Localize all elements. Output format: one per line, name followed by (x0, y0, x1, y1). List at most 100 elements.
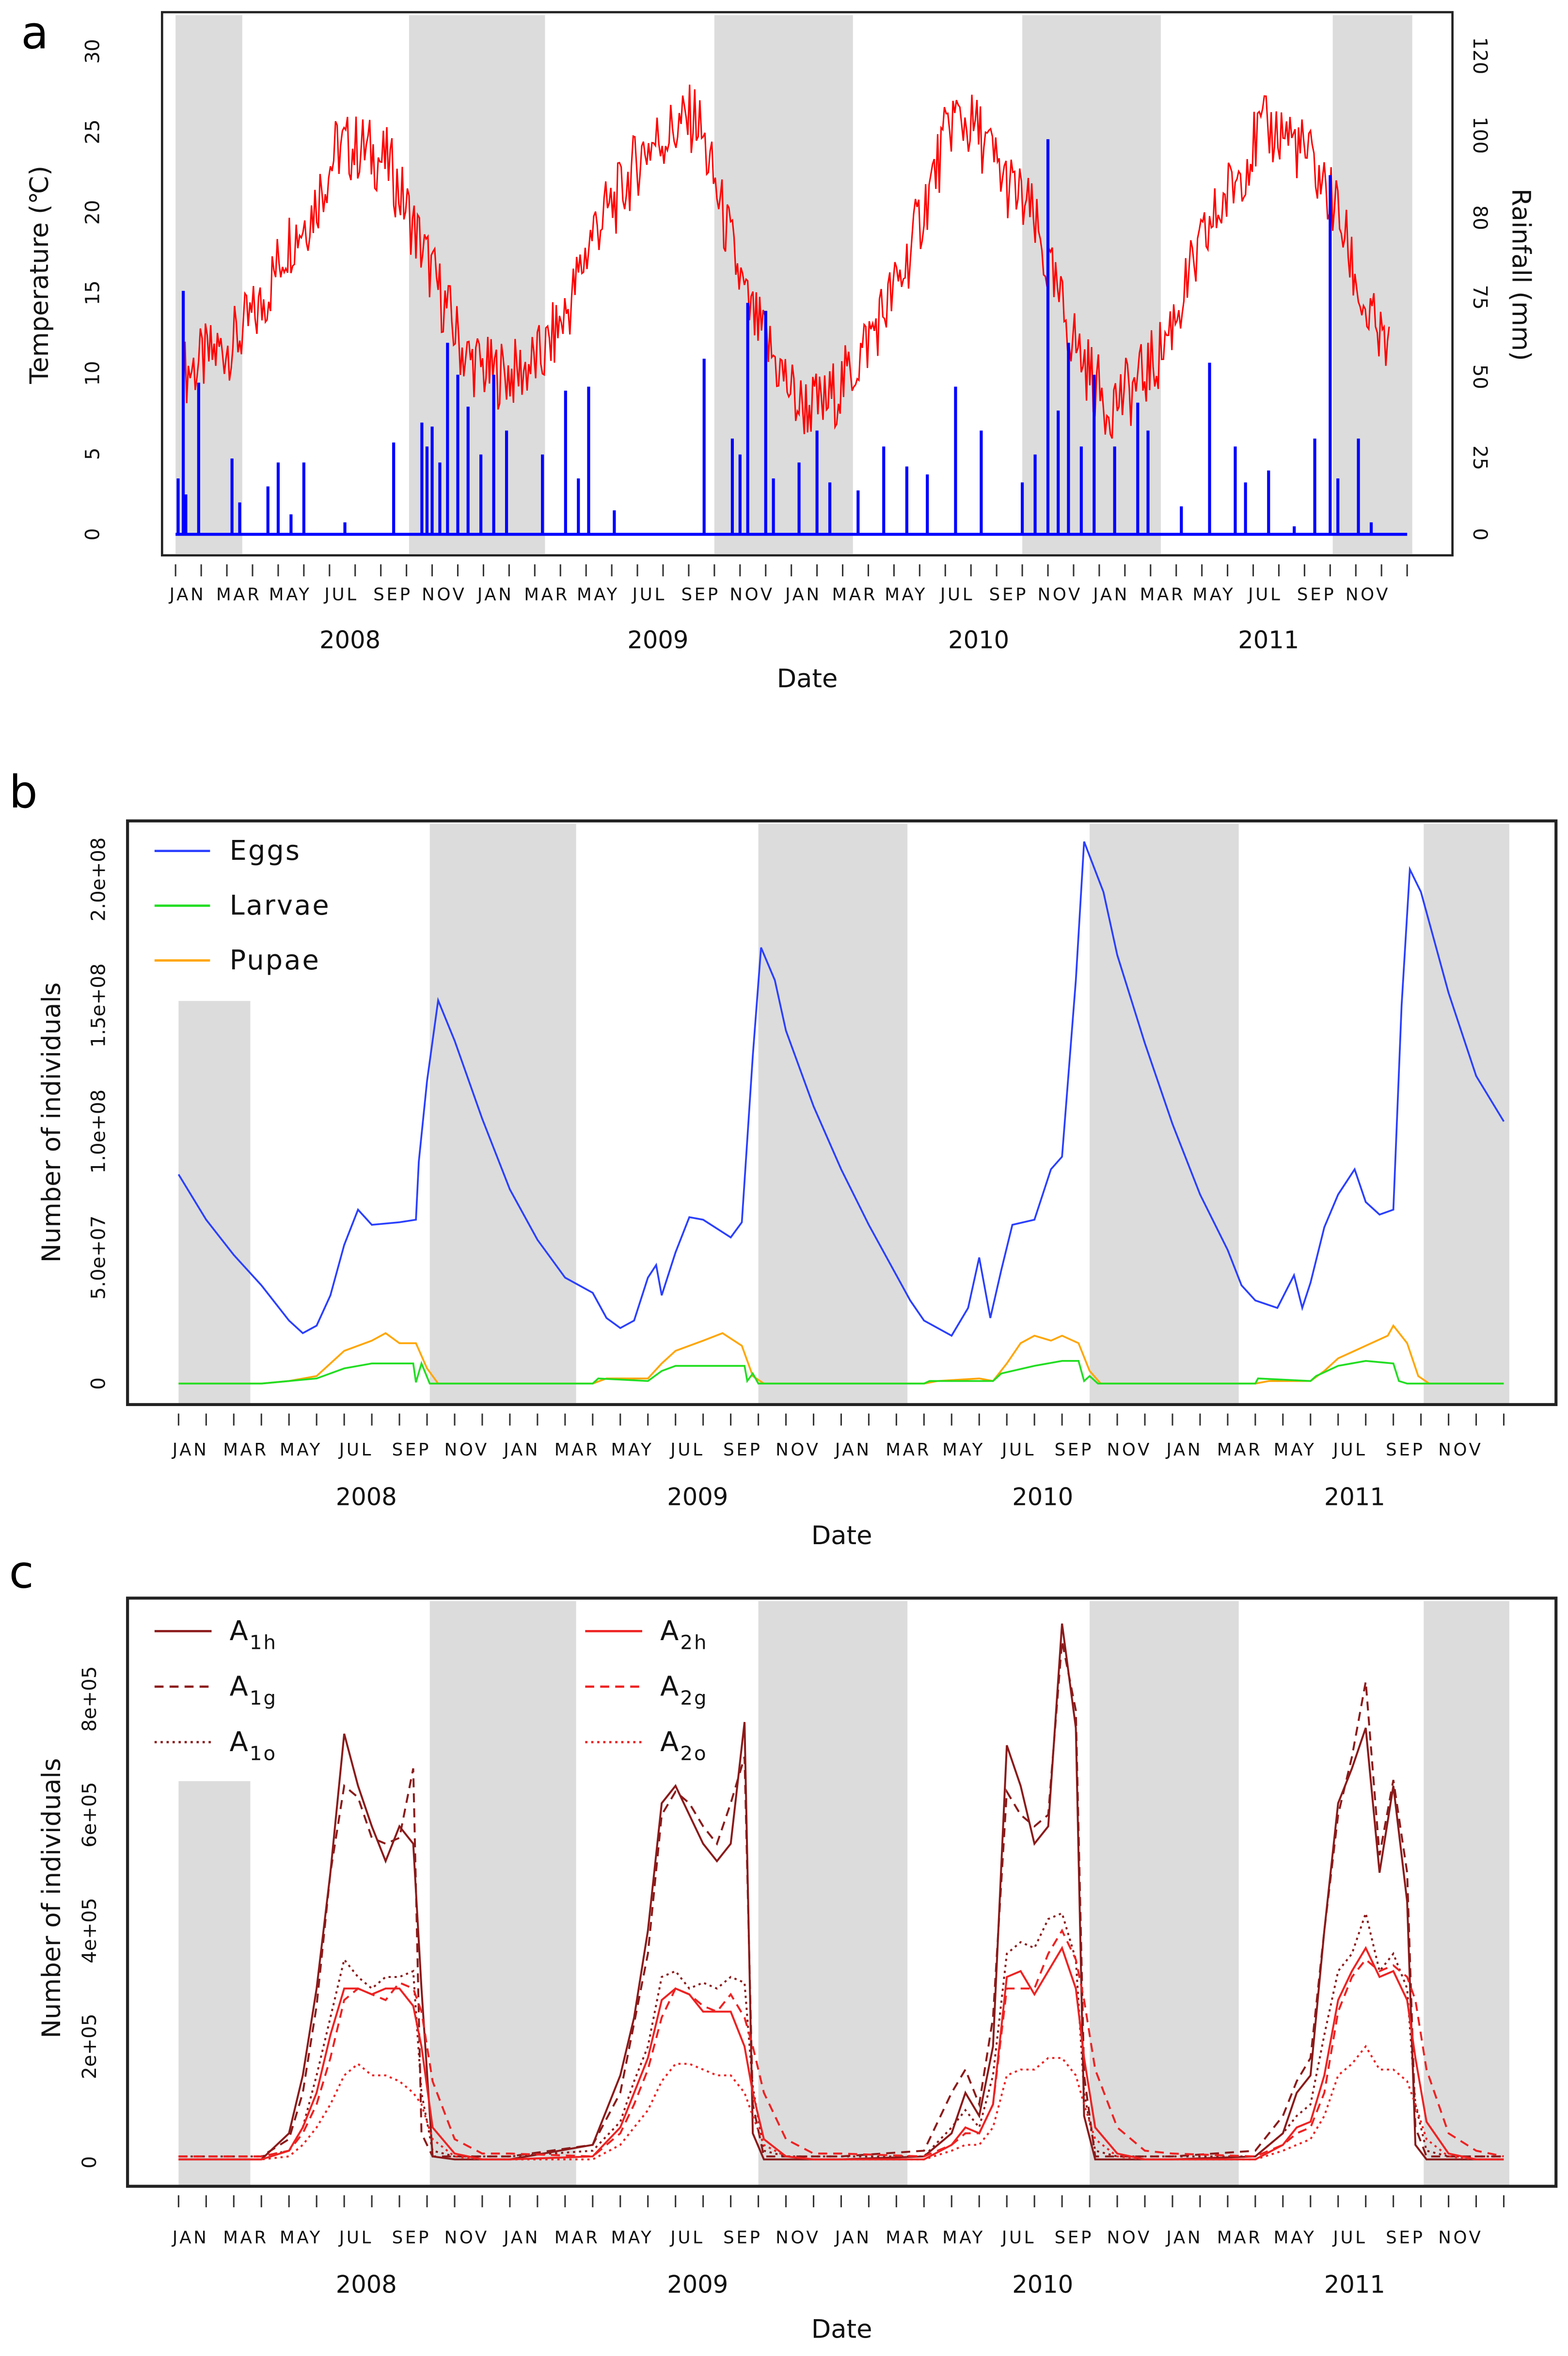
legend-label: A1o (230, 1726, 277, 1765)
series-a2h-line (178, 1945, 1504, 2161)
year-label: 2008 (319, 626, 380, 654)
winter-shade (1424, 823, 1509, 1403)
y-tick-label: 0 (79, 2156, 101, 2168)
panel-b-immature-stages: b JAN MAR MAY JUL SEP NOV JAN MAR MAY JUL SEP NOV JAN… (9, 766, 1558, 1550)
x-axis-title: Date (777, 664, 838, 694)
x-tick-label: NOV (1107, 2228, 1152, 2247)
legend-label: A2h (660, 1615, 708, 1654)
y2-axis-title: Rainfall (mm) (1506, 189, 1536, 361)
x-tick-label: NOV (729, 585, 774, 605)
x-axis-title: Date (811, 2314, 872, 2344)
x-tick-label: MAY (942, 1440, 985, 1460)
y-tick-label: 6e+05 (79, 1782, 101, 1848)
x-tick-label: JUL (338, 2228, 373, 2247)
legend-label-main: A (230, 1615, 250, 1647)
x-tick-label: JAN (1165, 1440, 1203, 1460)
x-tick-label: NOV (1038, 585, 1082, 605)
y-tick-label: 30 (81, 39, 104, 63)
y2-tick-label: 100 (1469, 117, 1491, 154)
x-tick-label: MAY (1274, 1440, 1316, 1460)
legend-label-subscript: 1h (250, 1632, 277, 1654)
legend-label: Pupae (230, 945, 320, 976)
x-tick-label: MAR (554, 1440, 600, 1460)
x-tick-label: JAN (503, 2228, 540, 2247)
panel-letter: b (9, 766, 38, 818)
x-tick-label: JUL (323, 585, 358, 605)
series-a1g-line (178, 1641, 1504, 2158)
y-tick-label: 10 (81, 361, 104, 386)
x-tick-label: NOV (1438, 1440, 1483, 1460)
y-tick-label: 20 (81, 200, 104, 225)
x-tick-label: MAR (886, 2228, 931, 2247)
x-tick-label: MAY (577, 585, 619, 605)
x-tick-label: JUL (669, 2228, 704, 2247)
x-tick-label: JUL (1001, 1440, 1036, 1460)
x-tick-label: MAR (1140, 585, 1186, 605)
x-tick-label: SEP (1055, 1440, 1093, 1460)
x-tick-label: NOV (1346, 585, 1390, 605)
x-tick-label: JAN (1165, 2228, 1203, 2247)
legend-label: Eggs (230, 835, 301, 867)
year-label: 2010 (1012, 1483, 1073, 1511)
panel-letter: c (9, 1546, 34, 1598)
legend-label-main: A (660, 1615, 680, 1647)
legend-label: A2g (660, 1671, 708, 1710)
y2-tick-label: 120 (1469, 37, 1491, 75)
x-tick-label: SEP (1055, 2228, 1093, 2247)
x-tick-label: JUL (1247, 585, 1282, 605)
winter-shade (714, 15, 853, 554)
x-tick-label: MAR (223, 1440, 269, 1460)
y-tick-label: 2.0e+08 (88, 838, 110, 922)
x-tick-label: MAR (216, 585, 262, 605)
x-tick-label: JUL (1332, 1440, 1367, 1460)
y-axis-title: Temperature (℃) (25, 166, 54, 384)
x-axis-title: Date (811, 1521, 872, 1550)
y2-tick-label: 25 (1469, 445, 1491, 470)
y-tick-label: 0 (88, 1377, 110, 1390)
x-tick-label: MAY (611, 1440, 654, 1460)
winter-shade (429, 823, 576, 1403)
x-tick-label: SEP (1297, 585, 1336, 605)
x-tick-label: JAN (1092, 585, 1129, 605)
y-tick-label: 0 (81, 528, 104, 541)
series-larvae-line (178, 1360, 1504, 1385)
x-tick-label: NOV (444, 2228, 489, 2247)
panel-letter: a (21, 6, 48, 59)
y-axis-title: Number of individuals (37, 1758, 66, 2038)
y2-tick-label: 0 (1469, 528, 1491, 541)
year-label: 2009 (667, 1483, 728, 1511)
x-tick-label: JUL (632, 585, 666, 605)
x-tick-label: MAR (1217, 1440, 1263, 1460)
y-tick-label: 15 (81, 281, 104, 305)
year-label: 2009 (627, 626, 688, 654)
year-label: 2008 (336, 1483, 397, 1511)
temperature-line (182, 84, 1390, 439)
x-tick-label: SEP (723, 1440, 762, 1460)
x-tick-label: MAY (1274, 2228, 1316, 2247)
series-a2g-line (178, 1929, 1504, 2158)
x-tick-label: JAN (169, 585, 206, 605)
x-tick-label: NOV (1107, 1440, 1152, 1460)
legend-label-subscript: 2h (680, 1632, 708, 1654)
x-tick-label: MAR (524, 585, 570, 605)
y-tick-label: 2e+05 (79, 2014, 101, 2079)
x-tick-label: MAR (554, 2228, 600, 2247)
legend-label: A1g (230, 1671, 278, 1710)
legend-label: A1h (230, 1615, 278, 1654)
winter-shade (1332, 15, 1412, 554)
x-tick-label: JUL (1332, 2228, 1367, 2247)
y-tick-label: 5.0e+07 (88, 1216, 110, 1300)
legend-label-subscript: 1g (250, 1687, 277, 1709)
y-tick-label: 1.0e+08 (88, 1090, 110, 1174)
x-tick-label: NOV (422, 585, 466, 605)
x-tick-label: JUL (338, 1440, 373, 1460)
x-tick-label: SEP (373, 585, 412, 605)
x-tick-label: MAR (223, 2228, 269, 2247)
x-tick-label: JAN (476, 585, 514, 605)
x-tick-label: JAN (172, 2228, 209, 2247)
x-tick-label: JUL (669, 1440, 704, 1460)
x-tick-label: SEP (723, 2228, 762, 2247)
series-a1o-line (178, 1910, 1504, 2158)
x-tick-label: JAN (784, 585, 822, 605)
legend-label-subscript: 2g (680, 1687, 708, 1709)
